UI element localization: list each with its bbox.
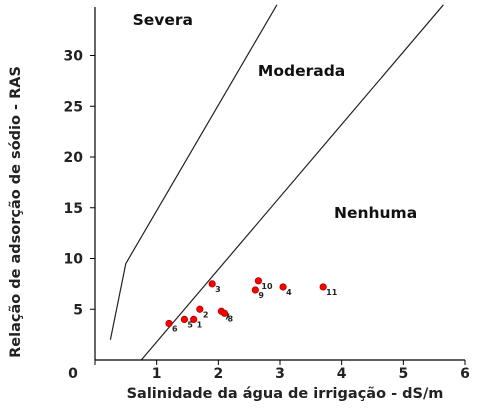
x-tick-label: 3 bbox=[275, 366, 285, 382]
x-tick-label: 2 bbox=[213, 366, 223, 382]
boundary-line-1 bbox=[109, 4, 278, 340]
data-point bbox=[254, 277, 263, 285]
x-tick-label: 4 bbox=[337, 366, 347, 382]
data-point-label: 3 bbox=[215, 285, 221, 294]
x-tick-label: 0 bbox=[68, 366, 78, 382]
zone-label-severa: Severa bbox=[133, 11, 193, 29]
data-point bbox=[165, 319, 173, 328]
data-point-label: 8 bbox=[228, 314, 234, 323]
y-tick-label: 10 bbox=[64, 252, 84, 268]
y-axis-title: Relação de adsorção de sódio - RAS bbox=[8, 66, 24, 358]
y-tick-label: 5 bbox=[73, 302, 83, 318]
data-point-label: 4 bbox=[286, 288, 292, 297]
data-point-label: 11 bbox=[326, 288, 338, 297]
data-point bbox=[190, 315, 198, 323]
axes bbox=[94, 7, 465, 361]
zone-labels: Severa Moderada Nenhuma bbox=[133, 11, 418, 222]
data-point bbox=[319, 283, 327, 291]
data-point bbox=[279, 283, 287, 291]
boundary-lines bbox=[109, 4, 444, 361]
data-point-label: 2 bbox=[203, 310, 209, 319]
x-tick-label: 1 bbox=[152, 366, 162, 382]
data-point-label: 7 bbox=[224, 312, 230, 321]
boundary-line-2 bbox=[140, 4, 444, 361]
data-point bbox=[196, 305, 204, 313]
data-point bbox=[220, 309, 229, 317]
y-tick-label: 20 bbox=[64, 150, 84, 166]
data-point-label: 1 bbox=[197, 320, 203, 329]
zone-label-moderada: Moderada bbox=[258, 62, 345, 80]
x-tick-label: 6 bbox=[460, 366, 470, 382]
x-tick-label: 5 bbox=[398, 366, 408, 382]
data-point bbox=[208, 280, 216, 288]
y-tick-label: 15 bbox=[64, 201, 83, 217]
data-point-label: 5 bbox=[187, 320, 193, 329]
data-point-label: 9 bbox=[258, 291, 264, 300]
data-point bbox=[251, 286, 259, 294]
y-tick-label: 30 bbox=[64, 49, 84, 65]
data-point-label: 10 bbox=[261, 282, 273, 291]
zone-label-nenhuma: Nenhuma bbox=[334, 204, 417, 222]
data-point-label: 6 bbox=[172, 324, 178, 333]
x-axis-title: Salinidade da água de irrigação - dS/m bbox=[127, 386, 444, 402]
y-tick-label: 25 bbox=[64, 99, 83, 115]
data-point bbox=[180, 315, 189, 323]
